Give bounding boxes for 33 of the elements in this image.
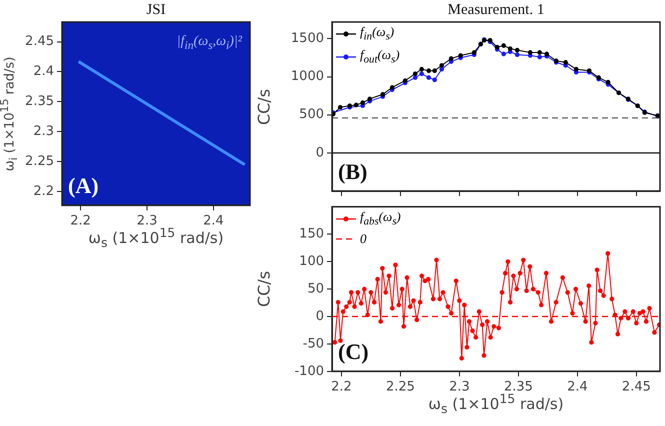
y-tick-label: 0 (316, 145, 324, 160)
legend-label: f$_{in}$(ω$_{s}$) (360, 23, 394, 45)
y-axis-title: CC/s (254, 271, 274, 308)
y-tick-label: 2.35 (25, 94, 54, 110)
annotation: |f$_{in}$(ω$_{s}$,ω$_{i}$)|² (176, 34, 242, 52)
y-tick-label: -100 (294, 364, 324, 379)
x-tick-label: 2.25 (386, 380, 415, 395)
y-tick-label: 2.3 (33, 124, 54, 140)
x-tick-label: 2.2 (70, 214, 91, 229)
annotation: (B) (338, 159, 368, 185)
x-tick-label: 2.45 (622, 380, 651, 395)
legend-label: f$_{abs}$(ω$_{s}$) (360, 208, 401, 230)
y-tick-label: 1000 (290, 69, 324, 84)
y-tick-label: 2.25 (25, 154, 54, 170)
y-tick-label: -50 (302, 336, 324, 352)
y-tick-label: 50 (307, 281, 324, 296)
y-tick-label: 2.45 (25, 34, 54, 50)
x-tick-label: 2.2 (331, 380, 352, 395)
legend-label: f$_{out}$(ω$_{s}$) (360, 46, 400, 68)
y-tick-label: 500 (299, 107, 324, 122)
y-tick-label: 1500 (290, 31, 324, 46)
y-tick-label: 2.2 (33, 184, 54, 199)
y-tick-label: 100 (299, 254, 324, 270)
chart-title: JSI (146, 2, 166, 19)
annotation: (C) (338, 339, 369, 366)
legend-label: 0 (360, 230, 366, 248)
annotation: (A) (68, 173, 99, 200)
y-axis-title: CC/s (254, 88, 274, 125)
y-tick-label: 2.4 (33, 64, 54, 80)
chart-title: Measurement. 1 (448, 2, 544, 19)
y-tick-label: 0 (316, 308, 324, 324)
y-tick-label: 150 (299, 226, 324, 242)
x-tick-label: 2.4 (567, 380, 588, 395)
